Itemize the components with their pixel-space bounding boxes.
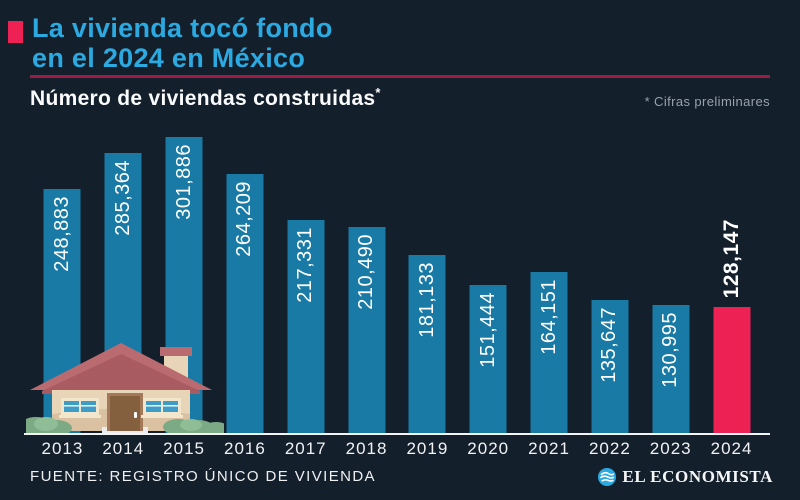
x-axis-label-2017: 2017	[284, 439, 327, 458]
title-divider	[30, 75, 770, 78]
bar-value-label-2018: 210,490	[355, 234, 378, 310]
x-axis-line	[24, 433, 770, 435]
x-axis-label-2016: 2016	[223, 439, 266, 458]
x-axis-label-2014: 2014	[102, 439, 145, 458]
x-axis-label-2019: 2019	[406, 439, 449, 458]
bar-2017: 217,331	[287, 220, 325, 433]
bar-2021: 164,151	[530, 272, 568, 433]
bar-value-label-2023: 130,995	[659, 312, 682, 388]
x-axis-label-2015: 2015	[163, 439, 205, 458]
preliminary-note: * Cifras preliminares	[644, 94, 770, 109]
bushes-right	[163, 419, 224, 433]
source-text: FUENTE: REGISTRO ÚNICO DE VIVIENDA	[30, 468, 376, 485]
bushes-left	[26, 417, 72, 433]
bar-value-label-2021: 164,151	[537, 279, 560, 355]
brand-logo: EL ECONOMISTA	[598, 467, 773, 487]
bar-value-label-2013: 248,883	[50, 196, 73, 272]
brand-name: EL ECONOMISTA	[622, 467, 773, 486]
bar-column-2021: 164,151	[519, 120, 580, 433]
bar-2024	[713, 307, 751, 433]
house-window-right-mullion	[161, 401, 163, 412]
chart-subtitle: Número de viviendas construidas*	[30, 85, 381, 110]
bar-value-label-2016: 264,209	[233, 181, 256, 257]
bar-2016: 264,209	[226, 174, 264, 433]
bar-column-2020: 151,444	[458, 120, 519, 433]
bar-2019: 181,133	[408, 255, 446, 433]
bar-2018: 210,490	[348, 227, 386, 433]
title-line-1: La vivienda tocó fondo	[32, 13, 333, 43]
bar-column-2016: 264,209	[214, 120, 275, 433]
page-title: La vivienda tocó fondo en el 2024 en Méx…	[32, 13, 333, 73]
bars-area: 248,883 285,364 301,886 264,209 217,331 210,4…	[32, 120, 762, 433]
bar-column-2018: 210,490	[336, 120, 397, 433]
house-window-left-sill	[59, 415, 101, 418]
x-axis-label-2020: 2020	[467, 439, 510, 458]
bar-column-2023: 130,995	[640, 120, 701, 433]
x-axis-label-2013: 2013	[41, 439, 84, 458]
house-chimney-cap	[160, 347, 192, 356]
house-illustration	[26, 343, 224, 433]
bar-value-label-2015: 301,886	[172, 144, 195, 220]
bar-2023: 130,995	[652, 305, 690, 433]
bar-column-2019: 181,133	[397, 120, 458, 433]
bar-value-label-2024: 128,147	[719, 218, 743, 298]
bar-value-label-2017: 217,331	[294, 227, 317, 303]
bar-value-label-2022: 135,647	[598, 307, 621, 383]
x-axis-labels: 2013 2014 2015 2016 2017 2018 2019 2020 2021 2022…	[32, 439, 762, 459]
title-line-2: en el 2024 en México	[32, 43, 306, 73]
bar-column-2022: 135,647	[579, 120, 640, 433]
x-axis-label-2023: 2023	[649, 439, 692, 458]
bar-value-label-2014: 285,364	[111, 160, 134, 236]
house-window-left-mullion	[79, 401, 81, 412]
house-roof	[30, 343, 212, 390]
bar-column-2017: 217,331	[275, 120, 336, 433]
asterisk-mark: *	[375, 85, 381, 100]
bar-value-label-2019: 181,133	[415, 262, 438, 338]
bar-2022: 135,647	[591, 300, 629, 433]
accent-square	[8, 21, 23, 43]
brand-icon	[598, 468, 617, 486]
x-axis-label-2022: 2022	[588, 439, 631, 458]
house-roof-edge	[42, 354, 200, 394]
house-window-right-sill	[141, 415, 183, 418]
bar-value-label-2020: 151,444	[476, 292, 499, 368]
house-door-knob	[134, 412, 137, 418]
bar-column-2024: 128,147	[701, 120, 762, 433]
bar-2020: 151,444	[469, 285, 507, 433]
x-axis-label-2018: 2018	[345, 439, 388, 458]
x-axis-label-2024: 2024	[710, 439, 753, 458]
x-axis-label-2021: 2021	[528, 439, 570, 458]
